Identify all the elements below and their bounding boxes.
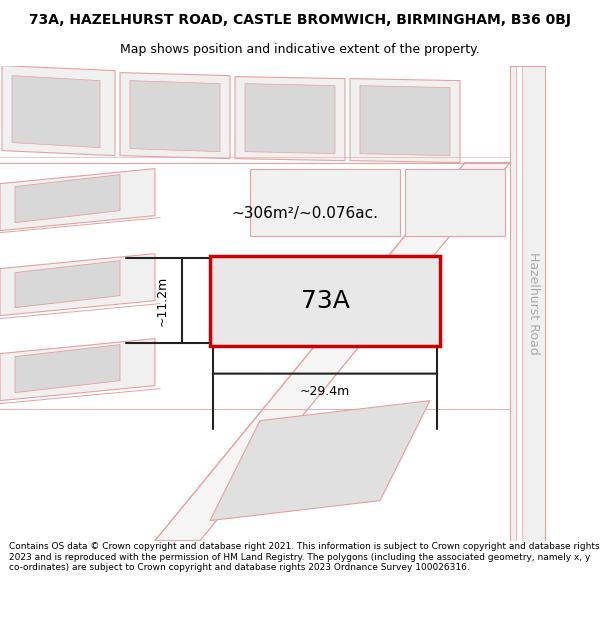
Polygon shape	[510, 66, 545, 541]
Text: ~29.4m: ~29.4m	[300, 385, 350, 398]
Polygon shape	[155, 162, 510, 541]
Polygon shape	[250, 169, 400, 236]
Polygon shape	[2, 66, 115, 156]
Polygon shape	[120, 72, 230, 159]
Text: ~11.2m: ~11.2m	[155, 276, 169, 326]
Polygon shape	[0, 169, 155, 231]
Polygon shape	[15, 174, 120, 222]
Polygon shape	[245, 84, 335, 154]
Text: Hazelhurst Road: Hazelhurst Road	[527, 253, 539, 355]
Text: 73A: 73A	[301, 289, 349, 312]
Polygon shape	[235, 77, 345, 161]
Polygon shape	[0, 339, 155, 401]
Polygon shape	[130, 81, 220, 152]
Text: ~306m²/~0.076ac.: ~306m²/~0.076ac.	[232, 206, 379, 221]
Polygon shape	[15, 344, 120, 392]
Polygon shape	[405, 169, 505, 236]
Bar	[210, 256, 440, 346]
Polygon shape	[350, 79, 460, 162]
Polygon shape	[516, 66, 522, 541]
Polygon shape	[0, 254, 155, 316]
Polygon shape	[15, 261, 120, 308]
Text: Map shows position and indicative extent of the property.: Map shows position and indicative extent…	[120, 42, 480, 56]
Polygon shape	[360, 86, 450, 156]
Text: Contains OS data © Crown copyright and database right 2021. This information is : Contains OS data © Crown copyright and d…	[9, 542, 599, 572]
Text: 73A, HAZELHURST ROAD, CASTLE BROMWICH, BIRMINGHAM, B36 0BJ: 73A, HAZELHURST ROAD, CASTLE BROMWICH, B…	[29, 12, 571, 27]
Polygon shape	[12, 76, 100, 148]
Polygon shape	[210, 401, 430, 521]
